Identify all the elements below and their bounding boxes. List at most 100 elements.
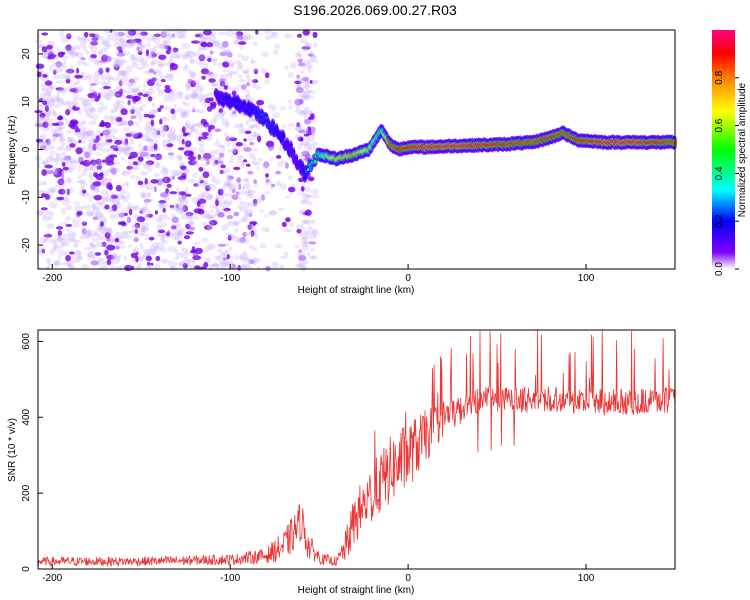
noise-blob — [169, 169, 179, 173]
noise-blob — [225, 174, 232, 181]
noise-blob — [184, 186, 188, 194]
noise-blob — [172, 134, 182, 142]
noise-blob — [168, 154, 175, 160]
noise-blob — [255, 29, 259, 35]
noise-blob — [173, 207, 182, 212]
noise-blob — [297, 143, 303, 150]
noise-blob — [194, 247, 203, 255]
noise-blob — [304, 41, 310, 46]
noise-blob — [104, 93, 113, 101]
noise-blob — [57, 115, 63, 121]
noise-blob — [287, 72, 294, 78]
noise-blob — [67, 105, 74, 112]
noise-blob — [100, 47, 108, 53]
noise-blob — [184, 120, 191, 126]
noise-blob — [177, 176, 187, 181]
noise-blob — [300, 199, 310, 205]
noise-blob — [232, 148, 241, 154]
noise-blob — [175, 93, 184, 100]
noise-blob — [105, 75, 114, 81]
noise-blob — [98, 68, 104, 75]
noise-blob — [44, 80, 53, 86]
noise-blob — [308, 255, 316, 260]
noise-blob — [177, 137, 181, 144]
noise-blob — [299, 141, 305, 146]
noise-blob — [189, 264, 195, 269]
noise-blob — [63, 59, 67, 64]
noise-blob — [94, 70, 101, 77]
noise-blob — [53, 74, 60, 80]
noise-blob — [208, 132, 212, 137]
noise-blob — [198, 88, 203, 95]
noise-blob — [253, 260, 257, 266]
noise-blob — [222, 167, 231, 174]
noise-blob — [156, 181, 164, 188]
noise-blob — [261, 227, 268, 233]
noise-blob — [42, 74, 48, 78]
noise-blob — [98, 141, 107, 147]
noise-blob — [241, 178, 250, 182]
noise-blob — [191, 40, 200, 44]
noise-blob — [138, 116, 143, 123]
noise-blob — [134, 229, 138, 234]
noise-blob — [114, 31, 123, 37]
noise-blob — [60, 208, 67, 215]
noise-blob — [127, 206, 136, 211]
noise-blob — [62, 166, 69, 171]
noise-blob — [48, 154, 54, 158]
noise-blob — [296, 122, 301, 128]
noise-blob — [53, 170, 62, 178]
noise-blob — [256, 222, 260, 227]
noise-blob — [45, 91, 51, 98]
noise-blob — [50, 128, 58, 135]
noise-blob — [65, 158, 72, 165]
noise-blob — [155, 76, 159, 83]
noise-blob — [225, 122, 229, 129]
noise-blob — [69, 158, 78, 165]
noise-blob — [231, 194, 239, 200]
noise-blob — [104, 227, 112, 233]
noise-blob — [208, 97, 214, 102]
noise-blob — [56, 89, 61, 93]
noise-blob — [287, 175, 294, 180]
noise-blob — [311, 58, 319, 63]
noise-blob — [128, 78, 135, 84]
noise-blob — [109, 212, 116, 220]
noise-blob — [37, 189, 44, 196]
noise-blob — [178, 191, 187, 196]
noise-blob — [207, 183, 217, 190]
noise-blob — [89, 165, 98, 171]
noise-blob — [153, 154, 157, 161]
noise-blob — [229, 183, 237, 191]
noise-blob — [264, 72, 270, 79]
noise-blob — [86, 146, 92, 154]
noise-blob — [217, 165, 222, 169]
noise-blob — [184, 251, 192, 255]
noise-blob — [226, 52, 233, 58]
noise-blob — [178, 204, 187, 211]
noise-blob — [39, 112, 46, 118]
noise-blob — [43, 238, 49, 243]
noise-blob — [302, 137, 311, 143]
noise-blob — [257, 135, 262, 143]
noise-blob — [171, 225, 177, 230]
noise-blob — [101, 241, 107, 247]
x-tick-label: -100 — [220, 573, 240, 584]
noise-blob — [246, 67, 250, 74]
noise-blob — [77, 134, 87, 141]
noise-blob — [191, 159, 200, 165]
noise-blob — [97, 52, 104, 56]
x-tick-label: 100 — [578, 273, 595, 284]
noise-blob — [119, 80, 123, 87]
noise-blob — [145, 152, 153, 160]
noise-blob — [190, 71, 196, 79]
noise-blob — [129, 89, 137, 94]
noise-blob — [82, 159, 91, 167]
noise-blob — [134, 219, 141, 224]
noise-blob — [237, 237, 244, 244]
noise-blob — [58, 249, 66, 257]
noise-blob — [60, 243, 69, 248]
noise-blob — [126, 192, 131, 199]
noise-blob — [181, 252, 189, 260]
noise-blob — [110, 265, 115, 271]
